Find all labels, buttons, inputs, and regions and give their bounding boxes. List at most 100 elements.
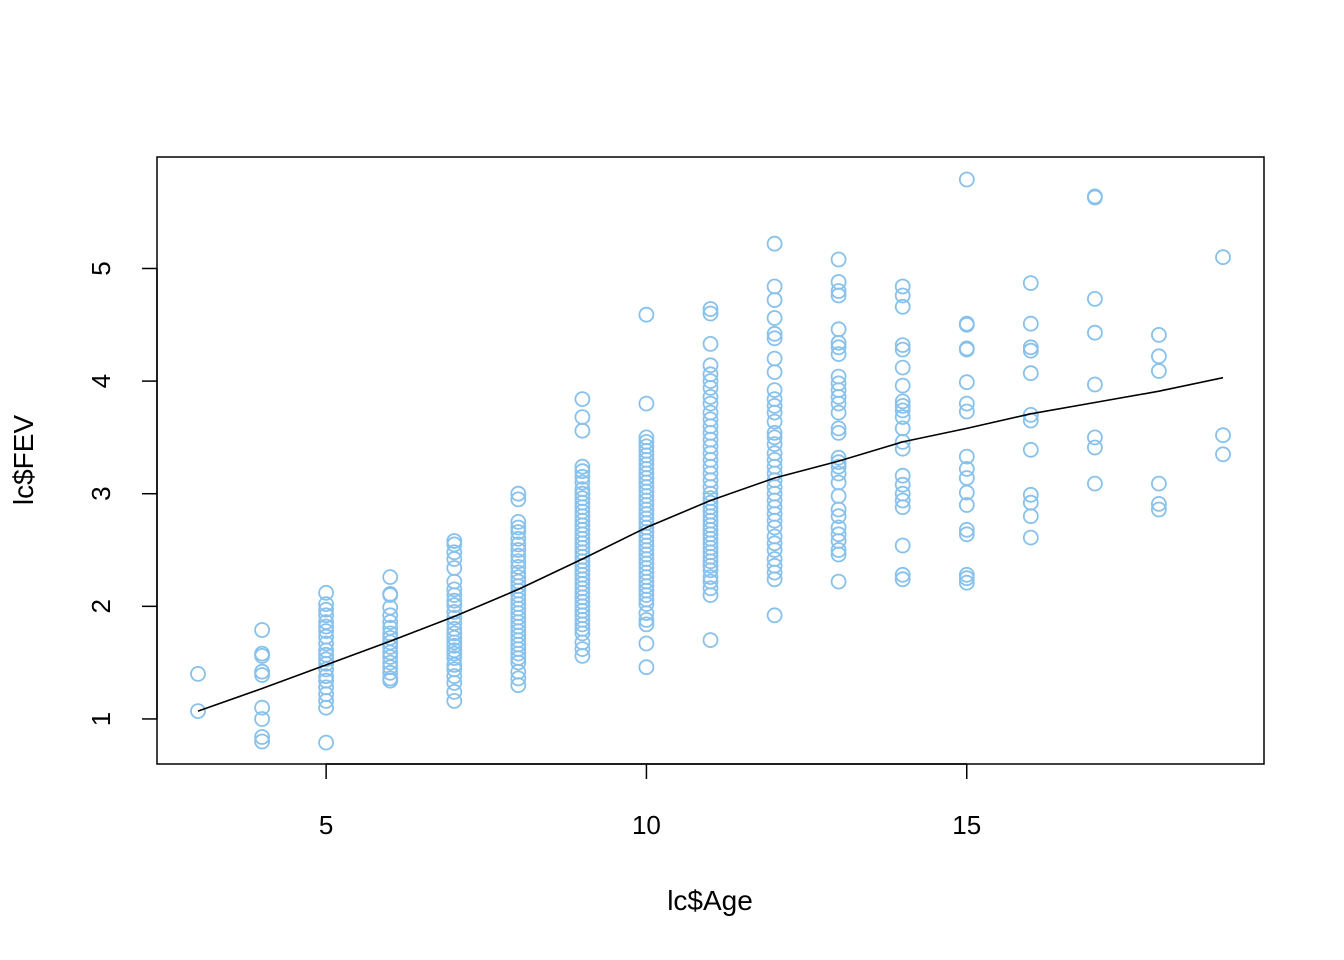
data-point [318, 601, 335, 618]
data-point [382, 672, 399, 689]
data-point [1151, 501, 1167, 518]
data-point [1151, 363, 1167, 379]
data-point [382, 654, 399, 671]
data-point [446, 592, 463, 609]
data-point [1215, 446, 1231, 463]
data-point [766, 350, 783, 367]
data-point [702, 388, 719, 405]
data-point [766, 519, 783, 536]
data-point [958, 316, 975, 333]
data-point [958, 470, 975, 486]
data-point [830, 334, 847, 351]
y-axis: 1 2 3 4 5 [86, 261, 158, 726]
data-point [830, 501, 847, 518]
data-point [510, 645, 527, 662]
data-point [254, 699, 271, 716]
data-point [830, 458, 847, 475]
data-point [702, 301, 719, 317]
data-point [382, 569, 399, 585]
data-point [958, 460, 975, 477]
data-point [382, 649, 399, 665]
data-point [1151, 495, 1167, 512]
data-point [1022, 275, 1039, 292]
x-axis-label: lc$Age [667, 885, 753, 916]
data-point [1022, 529, 1039, 546]
points-layer [190, 171, 1231, 751]
data-point [766, 564, 783, 581]
data-point [958, 395, 975, 412]
data-point [574, 391, 591, 408]
data-point [766, 404, 783, 421]
data-point [446, 637, 463, 654]
data-point [894, 571, 911, 588]
data-point [766, 413, 783, 430]
data-point [510, 670, 527, 687]
data-point [510, 542, 527, 558]
data-point [894, 499, 911, 516]
data-point [766, 535, 783, 552]
data-point [254, 711, 271, 727]
y-tick-label: 1 [86, 712, 116, 726]
data-point [254, 663, 271, 680]
y-tick-label: 4 [86, 374, 116, 388]
data-point [446, 668, 463, 685]
data-point [894, 409, 911, 426]
data-point [638, 605, 655, 621]
data-point [446, 693, 463, 709]
data-point [702, 357, 719, 374]
data-point [638, 659, 655, 676]
data-point [510, 547, 527, 564]
data-point [830, 526, 847, 543]
data-point [190, 666, 206, 682]
data-point [830, 388, 847, 405]
data-point [894, 476, 911, 493]
data-point [894, 402, 911, 419]
data-point [1087, 429, 1103, 446]
data-point [894, 377, 911, 394]
data-point [510, 553, 527, 570]
data-point [830, 424, 847, 441]
data-point [702, 557, 719, 574]
data-point [894, 341, 911, 358]
data-point [574, 616, 591, 633]
data-point [638, 616, 655, 633]
data-point [318, 651, 335, 668]
data-point [638, 587, 655, 603]
data-point [446, 604, 463, 620]
data-point [894, 278, 911, 295]
data-point [254, 622, 271, 638]
data-point [190, 703, 206, 719]
data-point [638, 596, 655, 612]
data-point [574, 422, 591, 439]
data-point [446, 587, 463, 603]
y-tick-label: 3 [86, 486, 116, 500]
data-point [766, 512, 783, 529]
y-tick-label: 2 [86, 599, 116, 613]
data-point [318, 655, 335, 672]
data-point [830, 346, 847, 363]
data-point [1087, 376, 1103, 393]
data-point [446, 581, 463, 598]
data-point [830, 404, 847, 421]
data-point [510, 514, 527, 530]
data-point [318, 693, 335, 709]
data-point [894, 566, 911, 583]
data-point [510, 530, 527, 547]
data-point [318, 699, 335, 716]
data-point [830, 420, 847, 437]
data-point [958, 521, 975, 538]
data-point [254, 648, 271, 664]
data-point [1087, 475, 1103, 492]
data-point [382, 664, 399, 681]
data-point [702, 373, 719, 390]
data-point [446, 645, 463, 662]
data-point [1087, 439, 1103, 456]
data-point [766, 571, 783, 588]
data-point [958, 526, 975, 543]
data-point [254, 733, 271, 750]
data-point [894, 433, 911, 450]
data-point [574, 458, 591, 475]
data-point [1087, 189, 1103, 206]
data-point [830, 339, 847, 356]
data-point [830, 283, 847, 299]
